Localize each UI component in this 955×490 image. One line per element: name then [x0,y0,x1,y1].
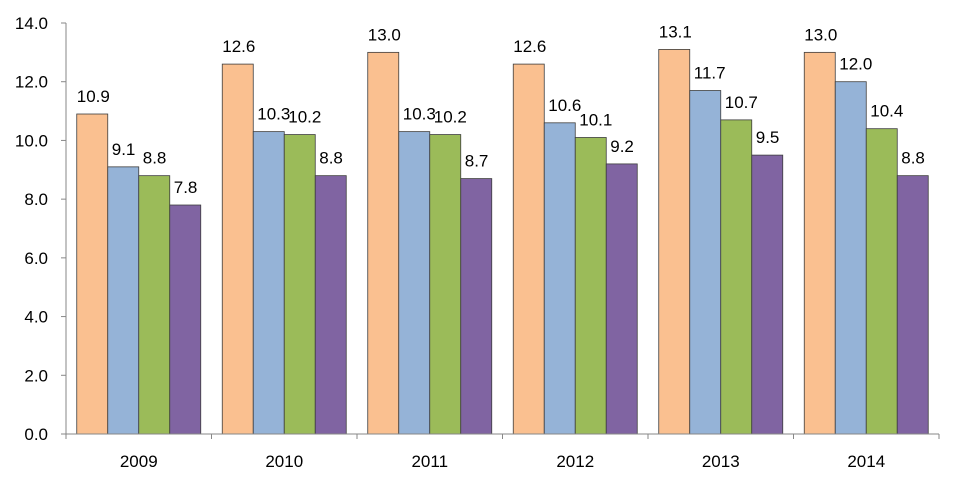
x-tick-label: 2013 [702,452,740,471]
data-label: 10.2 [434,108,467,127]
bar-2009-series-3 [138,175,171,435]
bar-2014-series-3 [865,128,898,435]
bar-2014-series-4 [896,175,929,435]
bar-2010-series-3 [283,134,316,435]
bar-2012-series-2 [543,122,576,435]
bar-2012-series-3 [574,137,607,435]
bar-2013-series-2 [689,90,722,435]
bar-2011-series-1 [367,51,400,435]
y-tick-label: 14.0 [15,14,48,33]
data-label: 13.1 [659,22,692,41]
x-tick-label: 2010 [265,452,303,471]
data-label: 11.7 [694,64,726,83]
bar-2013-series-3 [720,119,753,435]
y-tick-label: 12.0 [15,73,48,92]
data-label: 13.0 [804,25,837,44]
y-tick-label: 6.0 [24,249,48,268]
data-label: 12.6 [513,37,546,56]
x-tick-label: 2012 [556,452,594,471]
data-label: 8.8 [901,149,925,168]
data-labels: 10.99.1 8.87.812.610.310.28.813.010.310.2… [77,22,925,197]
bar-2013-series-4 [751,154,784,435]
data-label: 8.8 [143,149,167,168]
bar-2009-series-2 [107,166,140,435]
y-tick-label: 10.0 [15,131,48,150]
data-label: 10.4 [870,102,903,121]
x-tick-label: 2014 [847,452,885,471]
data-label: 10.3 [403,105,436,124]
x-tick-label: 2009 [120,452,158,471]
y-tick-label: 2.0 [24,366,48,385]
y-tick-label: 0.0 [24,425,48,444]
data-label: 13.0 [368,25,401,44]
bar-2010-series-4 [314,175,347,435]
y-axis-ticks: 0.0 2.0 4.0 6.0 8.0 10.0 12.0 14.0 [15,14,66,444]
data-label: 10.9 [77,87,110,106]
x-axis-ticks: 2009 2010 2011 2012 2013 2014 [65,434,940,471]
data-label: 10.3 [257,105,290,124]
x-tick-label: 2011 [411,452,448,471]
data-label: 10.6 [548,96,581,115]
bar-2009-series-1 [76,113,109,435]
bar-2009-series-4 [169,204,202,435]
bar-2013-series-1 [658,49,691,435]
data-label: 7.8 [174,178,198,197]
bar-2011-series-3 [429,134,462,435]
y-tick-label: 8.0 [24,190,48,209]
bar-2012-series-1 [512,63,545,435]
bar-2011-series-2 [398,131,431,435]
data-label: 10.1 [579,110,612,129]
data-label: 12.6 [222,37,255,56]
bar-2010-series-2 [252,131,285,435]
bar-2014-series-2 [834,81,867,435]
bars [76,49,929,435]
data-label: 9.5 [756,128,780,147]
data-label: 8.8 [319,149,343,168]
y-tick-label: 4.0 [24,308,48,327]
bar-2012-series-4 [605,163,638,435]
data-label: 10.2 [288,108,321,127]
bar-2014-series-1 [803,51,836,435]
data-label: 9.2 [610,137,634,156]
data-label: 10.7 [725,93,758,112]
bar-2011-series-4 [460,178,493,435]
data-label: 8.7 [465,152,489,171]
data-label: 9.1 [112,140,136,159]
data-label: 12.0 [839,55,872,74]
bar-2010-series-1 [221,63,254,435]
